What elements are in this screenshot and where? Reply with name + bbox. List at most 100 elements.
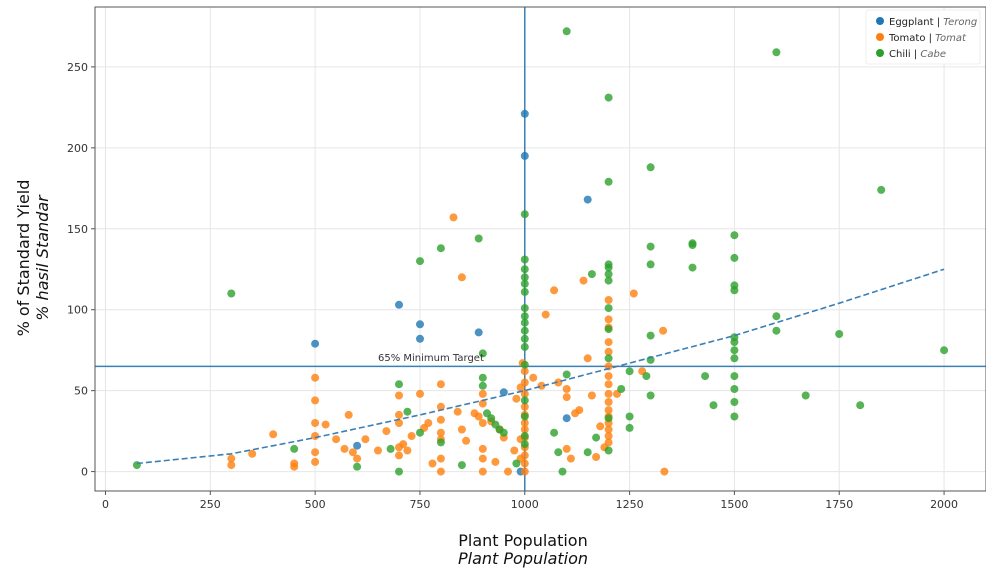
tomato-point xyxy=(629,289,638,298)
eggplant-point xyxy=(416,320,424,329)
legend-label-tomato: Tomato xyxy=(888,33,925,44)
legend-marker-chili xyxy=(876,49,884,57)
tomato-point xyxy=(504,467,512,476)
tomato-point xyxy=(592,453,601,461)
chili-point xyxy=(730,398,739,406)
tomato-point xyxy=(604,347,613,356)
chili-point xyxy=(403,407,412,416)
chili-point xyxy=(487,414,496,423)
chili-point xyxy=(416,257,424,266)
legend-translation-chili: Cabe xyxy=(920,49,946,60)
chili-point xyxy=(646,391,655,400)
tomato-point xyxy=(520,389,529,398)
tomato-point xyxy=(512,394,521,403)
eggplant-point xyxy=(311,339,320,348)
chili-point xyxy=(730,253,739,262)
chili-point xyxy=(520,255,529,264)
y-tick-label: 200 xyxy=(67,142,88,155)
legend-marker-eggplant xyxy=(876,17,884,25)
tomato-point xyxy=(478,444,487,453)
eggplant-point xyxy=(353,441,362,450)
chili-point xyxy=(646,260,655,269)
chili-point xyxy=(436,244,445,253)
chili-point xyxy=(520,440,529,449)
chili-point xyxy=(227,289,236,298)
x-axis-title-translation: Plant Population xyxy=(458,549,588,568)
eggplant-point xyxy=(416,334,424,343)
tomato-point xyxy=(520,378,529,387)
tomato-point xyxy=(227,461,236,470)
tomato-point xyxy=(395,410,403,419)
tomato-point xyxy=(382,427,391,436)
tomato-point xyxy=(596,422,605,431)
chili-point xyxy=(436,438,445,447)
chili-point xyxy=(386,444,395,453)
tomato-point xyxy=(407,432,416,440)
tomato-point xyxy=(529,373,538,382)
tomato-point xyxy=(227,454,236,463)
tomato-point xyxy=(562,393,571,402)
tomato-point xyxy=(416,389,424,398)
eggplant-point xyxy=(562,414,571,423)
tomato-point xyxy=(510,446,519,455)
chili-point xyxy=(520,304,529,313)
chili-point xyxy=(604,263,613,272)
y-tick-label: 250 xyxy=(67,61,88,74)
legend-box xyxy=(865,9,981,65)
legend-marker-tomato xyxy=(876,33,884,41)
tomato-point xyxy=(436,467,445,476)
tomato-point xyxy=(566,454,575,463)
tomato-point xyxy=(395,391,403,400)
tomato-point xyxy=(583,354,592,363)
x-tick-label: 1250 xyxy=(616,498,644,511)
chili-point xyxy=(730,346,739,355)
legend-entry-chili: Chili | Cabe xyxy=(876,49,946,60)
tomato-point xyxy=(660,467,669,476)
chili-point xyxy=(520,318,529,327)
chili-point xyxy=(520,432,529,440)
chili-point xyxy=(730,338,739,347)
chili-point xyxy=(520,287,529,296)
x-tick-label: 250 xyxy=(200,498,221,511)
chili-point xyxy=(646,242,655,251)
tomato-point xyxy=(311,432,320,440)
chili-point xyxy=(395,380,403,389)
axis-ticks: 0 250 500 750 1000 1250 1500 1750 2000 0 50 100 150 2… xyxy=(67,61,958,511)
tomato-point xyxy=(361,435,370,444)
y-tick-label: 150 xyxy=(67,223,88,236)
tomato-point xyxy=(462,436,471,445)
svg-text:Eggplant | Terong: Eggplant | Terong xyxy=(889,17,977,28)
tomato-point xyxy=(587,391,596,400)
tomato-point xyxy=(575,406,584,415)
chili-point xyxy=(520,360,529,369)
legend-translation-tomato: Tomat xyxy=(935,33,967,44)
y-tick-label: 100 xyxy=(67,304,88,317)
tomato-point xyxy=(340,444,349,453)
x-tick-label: 0 xyxy=(102,498,109,511)
chili-point xyxy=(646,331,655,340)
tomato-point xyxy=(428,459,437,468)
x-tick-label: 500 xyxy=(305,498,326,511)
tomato-point xyxy=(604,425,613,434)
tomato-point xyxy=(436,380,445,389)
chili-point xyxy=(688,263,697,272)
chili-point xyxy=(604,325,613,334)
trend-layer xyxy=(136,268,945,465)
tomato-point xyxy=(579,276,588,285)
chili-point xyxy=(646,163,655,172)
tomato-point xyxy=(562,444,571,453)
tomato-point xyxy=(311,396,320,405)
tomato-point xyxy=(457,425,466,434)
chili-point xyxy=(604,354,613,363)
tomato-point xyxy=(457,273,466,282)
chili-point xyxy=(592,433,601,442)
tomato-point xyxy=(311,457,320,466)
tomato-point xyxy=(478,389,487,398)
tomato-point xyxy=(659,326,668,335)
chili-point xyxy=(604,270,613,279)
chili-point xyxy=(554,448,563,457)
tomato-point xyxy=(520,367,529,376)
legend: Eggplant | Terong Tomato | Tomat Chili |… xyxy=(865,9,981,65)
chili-point xyxy=(457,461,466,470)
